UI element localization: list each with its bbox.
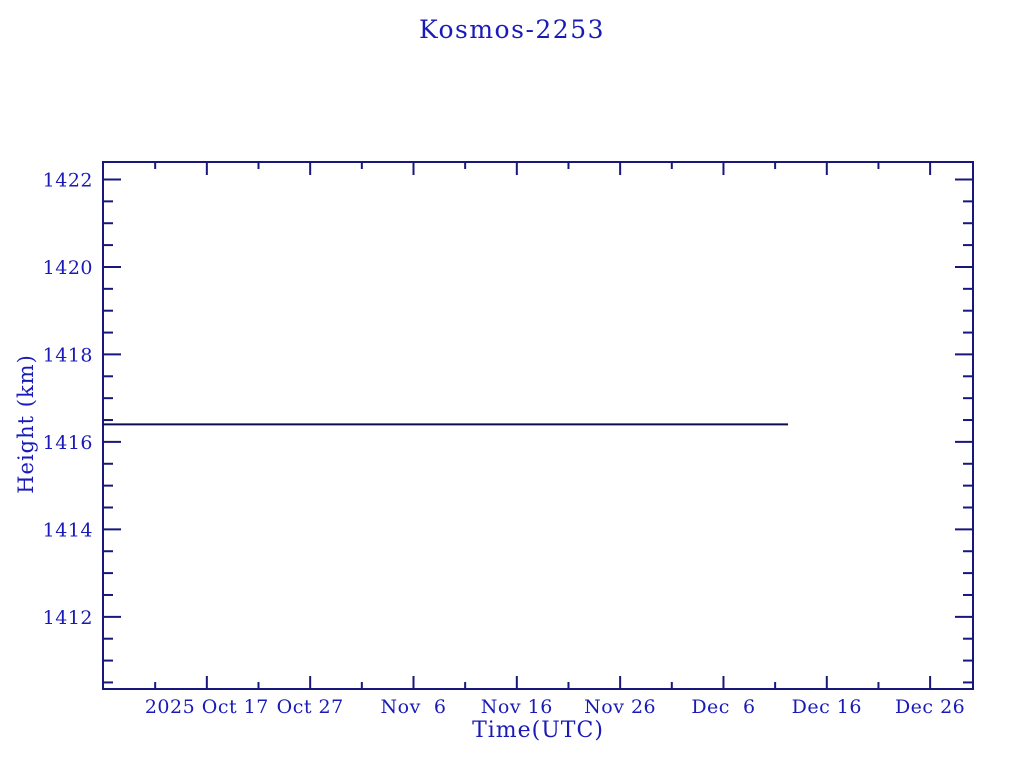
x-tick-label: Dec 16 xyxy=(792,696,862,718)
chart-title: Kosmos-2253 xyxy=(418,15,606,44)
x-tick-label: 2025 Oct 17 xyxy=(145,696,269,718)
x-tick-label: Nov 6 xyxy=(381,696,447,718)
x-tick-label: Nov 16 xyxy=(481,696,553,718)
y-tick-label: 1420 xyxy=(43,257,93,279)
y-tick-label: 1418 xyxy=(43,344,93,366)
y-tick-label: 1414 xyxy=(43,519,93,541)
y-tick-label: 1422 xyxy=(43,169,93,191)
x-axis-label: Time(UTC) xyxy=(472,718,604,743)
y-tick-label: 1412 xyxy=(43,607,93,629)
plot-frame xyxy=(102,161,974,690)
x-tick-label: Dec 6 xyxy=(691,696,755,718)
x-tick-label: Oct 27 xyxy=(277,696,344,718)
x-tick-label: Dec 26 xyxy=(895,696,965,718)
y-tick-label: 1416 xyxy=(43,432,93,454)
x-tick-label: Nov 26 xyxy=(584,696,656,718)
